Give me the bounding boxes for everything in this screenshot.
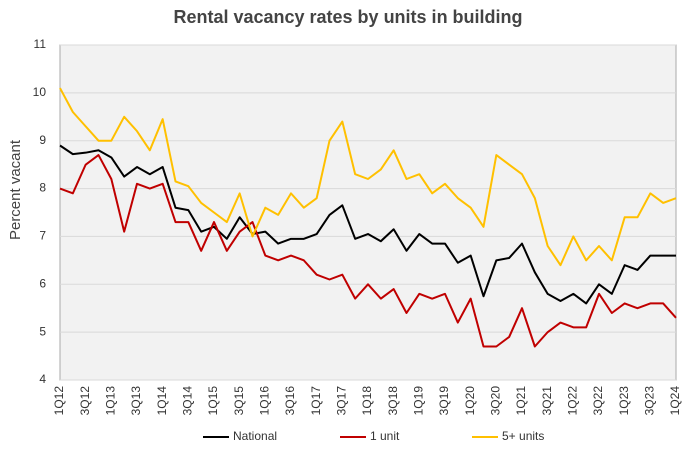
x-tick-label: 3Q22 xyxy=(591,386,605,416)
x-tick-label: 1Q17 xyxy=(309,386,323,416)
x-tick-label: 3Q15 xyxy=(232,386,246,416)
y-axis-title: Percent vacant xyxy=(7,139,24,240)
x-tick-label: 3Q17 xyxy=(335,386,349,416)
series-line xyxy=(59,87,677,267)
series-line xyxy=(59,144,676,305)
y-tick-label: 8 xyxy=(39,181,46,195)
x-tick-label: 1Q18 xyxy=(360,386,374,416)
y-tick-label: 9 xyxy=(39,133,46,147)
x-tick-label: 1Q22 xyxy=(566,386,580,416)
y-tick-label: 11 xyxy=(34,37,47,51)
x-tick-label: 1Q13 xyxy=(104,386,118,416)
x-tick-label: 1Q15 xyxy=(206,386,220,416)
y-tick-label: 7 xyxy=(39,229,46,243)
x-tick-label: 3Q21 xyxy=(540,386,554,416)
x-tick-label: 1Q12 xyxy=(52,386,66,416)
x-tick-label: 1Q23 xyxy=(617,386,631,416)
y-tick-label: 4 xyxy=(39,372,46,386)
x-tick-label: 1Q14 xyxy=(155,386,169,416)
y-tick-label: 5 xyxy=(39,324,46,338)
x-tick-label: 1Q16 xyxy=(258,386,272,416)
x-tick-label: 3Q23 xyxy=(643,386,657,416)
chart-title: Rental vacancy rates by units in buildin… xyxy=(173,7,522,27)
plot-area xyxy=(59,44,677,381)
x-tick-label: 1Q24 xyxy=(668,386,682,416)
x-tick-label: 3Q16 xyxy=(283,386,297,416)
legend-label: National xyxy=(233,429,277,443)
legend-label: 1 unit xyxy=(370,429,400,443)
x-tick-label: 3Q14 xyxy=(181,386,195,416)
x-tick-label: 1Q19 xyxy=(412,386,426,416)
series-line xyxy=(59,154,677,348)
x-tick-label: 3Q18 xyxy=(386,386,400,416)
x-tick-label: 3Q13 xyxy=(129,386,143,416)
y-tick-label: 10 xyxy=(33,85,47,99)
x-tick-label: 3Q19 xyxy=(437,386,451,416)
x-tick-label: 3Q12 xyxy=(78,386,92,416)
x-tick-label: 3Q20 xyxy=(489,386,503,416)
x-tick-label: 1Q20 xyxy=(463,386,477,416)
y-tick-label: 6 xyxy=(39,276,46,290)
x-tick-label: 1Q21 xyxy=(514,386,528,416)
legend-label: 5+ units xyxy=(502,429,544,443)
